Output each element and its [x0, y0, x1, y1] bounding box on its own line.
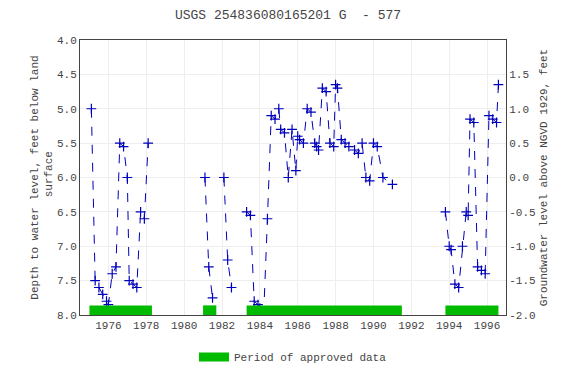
svg-text:-1.0: -1.0 — [509, 241, 535, 253]
svg-text:1994: 1994 — [436, 320, 463, 332]
svg-text:1976: 1976 — [95, 320, 121, 332]
svg-text:6.0: 6.0 — [57, 172, 77, 184]
svg-text:-2.0: -2.0 — [509, 310, 535, 322]
svg-text:1986: 1986 — [285, 320, 311, 332]
svg-text:1988: 1988 — [322, 320, 348, 332]
svg-text:5.5: 5.5 — [57, 138, 77, 150]
svg-text:USGS 254836080165201 G - 577: USGS 254836080165201 G - 577 — [175, 8, 401, 23]
svg-text:1992: 1992 — [398, 320, 424, 332]
svg-text:4.0: 4.0 — [57, 35, 77, 47]
svg-text:1982: 1982 — [209, 320, 235, 332]
svg-text:Groundwater level above NGVD 1: Groundwater level above NGVD 1929, feet — [538, 49, 550, 306]
svg-text:7.5: 7.5 — [57, 275, 77, 287]
svg-text:6.5: 6.5 — [57, 207, 77, 219]
svg-text:0.5: 0.5 — [509, 138, 529, 150]
svg-text:1978: 1978 — [133, 320, 159, 332]
svg-text:-0.5: -0.5 — [509, 207, 535, 219]
svg-text:1.0: 1.0 — [509, 104, 529, 116]
svg-text:1980: 1980 — [171, 320, 197, 332]
svg-text:Period of approved data: Period of approved data — [234, 352, 386, 364]
svg-text:5.0: 5.0 — [57, 104, 77, 116]
svg-text:Depth to water level, feet bel: Depth to water level, feet below land su… — [29, 55, 55, 299]
svg-text:4.5: 4.5 — [57, 69, 77, 81]
svg-text:1984: 1984 — [247, 320, 274, 332]
svg-text:1996: 1996 — [474, 320, 500, 332]
svg-text:1990: 1990 — [360, 320, 386, 332]
svg-text:1.5: 1.5 — [509, 69, 529, 81]
svg-text:-1.5: -1.5 — [509, 275, 535, 287]
svg-text:8.0: 8.0 — [57, 310, 77, 322]
svg-text:0.0: 0.0 — [509, 172, 529, 184]
svg-text:7.0: 7.0 — [57, 241, 77, 253]
